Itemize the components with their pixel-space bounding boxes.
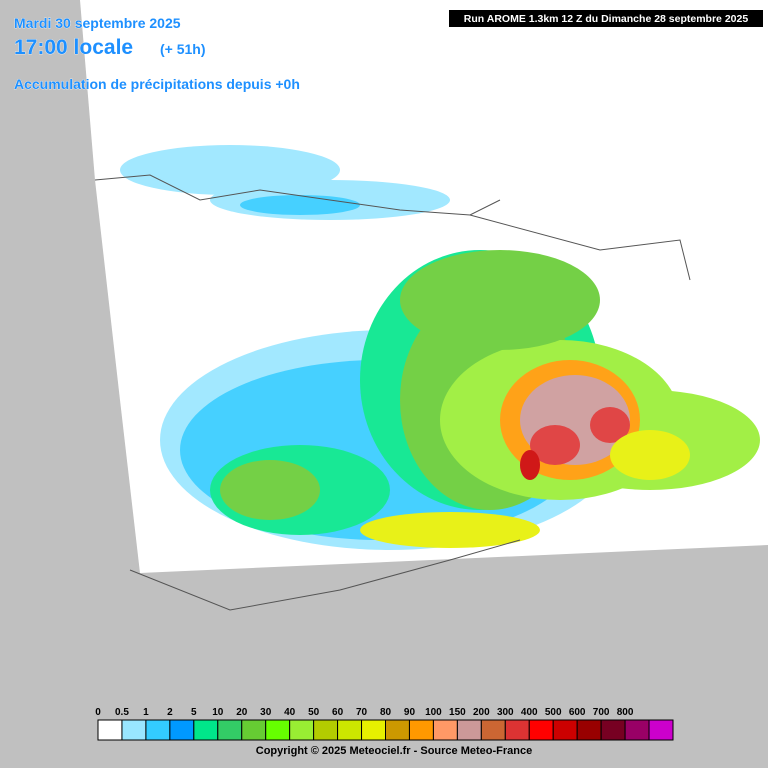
legend-swatch	[504, 719, 530, 741]
legend-swatch	[552, 719, 578, 741]
lead-time: (+ 51h)	[160, 41, 206, 57]
legend-swatch	[337, 719, 363, 741]
legend-swatch	[600, 719, 626, 741]
border	[469, 214, 691, 281]
run-info-box	[449, 10, 763, 27]
legend-label: 2	[167, 707, 173, 718]
legend-swatch	[432, 719, 458, 741]
subtitle: Accumulation de précipitations depuis +0…	[14, 76, 300, 92]
legend-swatch	[576, 719, 602, 741]
legend-label: 700	[593, 707, 610, 718]
legend-swatch	[217, 719, 243, 741]
legend-label: 600	[569, 707, 586, 718]
legend-swatch	[265, 719, 291, 741]
coastline	[94, 174, 501, 216]
legend-swatch	[97, 719, 123, 741]
legend-label: 500	[545, 707, 562, 718]
legend-swatch	[624, 719, 650, 741]
legend-swatch	[385, 719, 410, 741]
legend-label: 90	[404, 707, 416, 718]
legend-label: 50	[308, 707, 320, 718]
legend-swatch	[121, 719, 147, 741]
legend-label: 40	[284, 707, 296, 718]
legend-label: 200	[473, 707, 490, 718]
legend-label: 20	[236, 707, 248, 718]
legend-label: 300	[497, 707, 514, 718]
legend-swatch	[313, 719, 339, 741]
legend-swatch	[408, 719, 434, 741]
legend: 0 0.5 1 2 5 10 20 30 40 50 60 70 80 90 100 150 200 300 400…	[95, 707, 674, 741]
legend-label: 70	[356, 707, 368, 718]
legend-swatch	[241, 719, 267, 741]
legend-swatch	[648, 719, 674, 741]
legend-label: 80	[380, 707, 392, 718]
legend-label: 10	[212, 707, 224, 718]
date: Mardi 30 septembre 2025	[14, 15, 181, 31]
legend-swatch	[456, 719, 482, 741]
legend-label: 800	[617, 707, 634, 718]
legend-label: 5	[191, 707, 197, 718]
legend-swatch	[361, 719, 386, 741]
legend-label: 400	[521, 707, 538, 718]
time: 17:00 locale	[14, 36, 133, 59]
legend-swatch	[145, 719, 171, 741]
legend-swatch	[480, 719, 506, 741]
legend-swatch	[528, 719, 554, 741]
legend-label: 30	[260, 707, 272, 718]
precipitation-field	[120, 145, 760, 550]
copyright: Copyright © 2025 Meteociel.fr - Source M…	[256, 745, 532, 757]
legend-label: 100	[425, 707, 442, 718]
legend-swatch	[193, 719, 219, 741]
legend-swatch	[169, 719, 195, 741]
legend-swatch	[289, 719, 315, 741]
legend-label: 0.5	[115, 707, 129, 718]
legend-label: 60	[332, 707, 344, 718]
coastline	[129, 539, 521, 611]
legend-label: 0	[95, 707, 101, 718]
legend-label: 1	[143, 707, 149, 718]
run-info: Run AROME 1.3km 12 Z du Dimanche 28 sept…	[464, 13, 749, 25]
legend-label: 150	[449, 707, 466, 718]
